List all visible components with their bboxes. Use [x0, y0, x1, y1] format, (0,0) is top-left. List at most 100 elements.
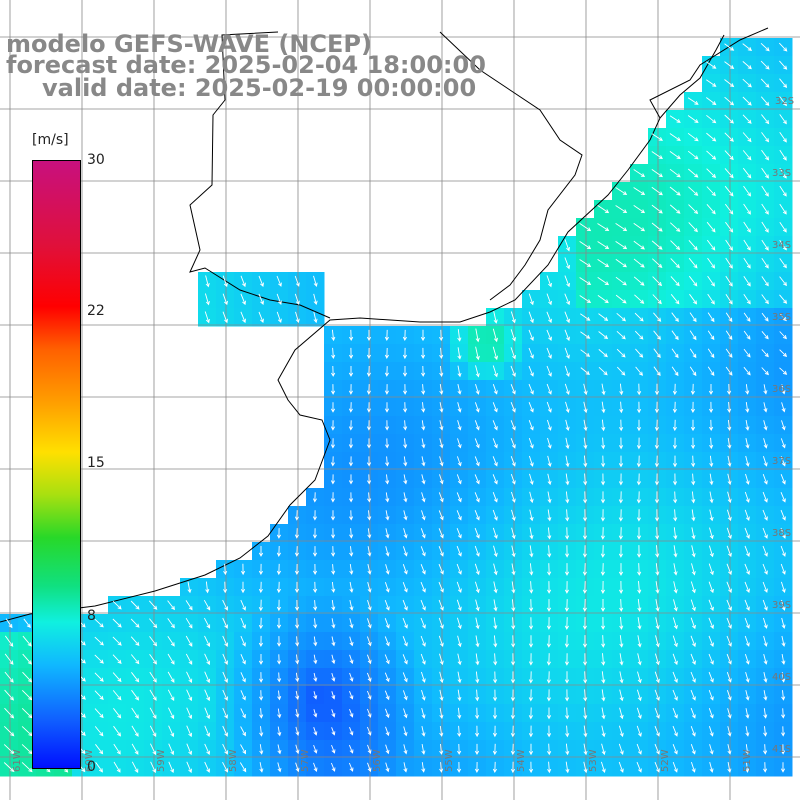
wind-arrow: [348, 384, 353, 395]
wind-arrow: [651, 222, 663, 232]
wind-arrow: [149, 743, 157, 756]
wind-arrow: [779, 78, 788, 89]
wind-arrow: [687, 115, 699, 124]
wind-arrow: [672, 455, 678, 468]
wind-arrow: [582, 527, 588, 540]
wind-arrow: [313, 654, 318, 665]
wind-arrow: [331, 600, 336, 611]
wind-arrow: [528, 707, 533, 720]
wind-arrow: [597, 295, 609, 304]
wind-arrow: [762, 456, 768, 467]
wind-arrow: [726, 527, 732, 540]
wind-arrow: [492, 456, 498, 467]
wind-arrow: [779, 185, 787, 197]
lon-label: 53W: [588, 749, 599, 772]
wind-arrow: [384, 690, 390, 701]
wind-arrow: [529, 617, 534, 630]
wind-arrow: [600, 761, 606, 773]
wind-arrow: [457, 743, 462, 755]
wind-arrow: [349, 510, 354, 521]
wind-arrow: [709, 401, 714, 414]
wind-arrow: [727, 419, 732, 431]
wind-arrow: [637, 617, 642, 630]
wind-arrow: [240, 672, 246, 683]
wind-arrow: [295, 618, 300, 629]
wind-arrow: [222, 743, 229, 755]
wind-arrow: [331, 654, 336, 665]
wind-arrow: [707, 257, 716, 269]
wind-arrow: [546, 329, 552, 341]
wind-arrow: [707, 348, 715, 359]
wind-arrow: [366, 384, 371, 395]
wind-arrow: [23, 618, 31, 628]
wind-arrow: [636, 743, 642, 755]
wind-arrow: [761, 239, 769, 251]
wind-arrow: [131, 689, 140, 701]
wind-arrow: [149, 653, 157, 665]
latitude-labels: 32S 33S 34S 35S 36S 37S 38S 39S 40S 41S: [772, 96, 794, 755]
wind-arrow: [492, 384, 498, 395]
wind-arrow: [366, 456, 372, 467]
wind-arrow: [761, 312, 769, 322]
wind-arrow: [241, 563, 246, 576]
wind-arrow: [547, 725, 552, 738]
wind-arrow: [385, 744, 390, 755]
wind-arrow: [130, 600, 140, 610]
wind-arrow: [636, 761, 642, 773]
wind-arrow: [745, 420, 750, 431]
wind-arrow: [690, 401, 695, 414]
wind-arrow: [600, 527, 605, 540]
wind-arrow: [706, 150, 717, 160]
wind-arrow: [510, 491, 516, 503]
wind-arrow: [493, 563, 498, 576]
wind-arrow: [762, 509, 768, 521]
wind-arrow: [167, 671, 175, 683]
wind-arrow: [492, 420, 498, 431]
wind-arrow: [689, 366, 697, 377]
wind-arrow: [761, 185, 769, 197]
wind-arrow: [367, 528, 372, 539]
wind-arrow: [313, 744, 318, 754]
wind-arrow: [438, 581, 444, 593]
wind-arrow: [112, 618, 122, 628]
wind-arrow: [597, 259, 610, 268]
wind-arrow: [763, 762, 768, 773]
wind-arrow: [708, 726, 714, 737]
wind-arrow: [655, 599, 660, 612]
wind-arrow: [709, 761, 714, 773]
wind-arrow: [688, 240, 698, 251]
wind-arrow: [691, 509, 696, 522]
wind-arrow: [579, 295, 592, 304]
wind-arrow: [294, 563, 299, 575]
wind-arrow: [240, 599, 246, 611]
wind-arrow: [457, 725, 462, 738]
wind-arrow: [510, 347, 516, 360]
wind-arrow: [725, 312, 733, 323]
wind-arrow: [616, 348, 626, 358]
wind-arrow: [709, 473, 714, 486]
wind-arrow: [707, 312, 715, 323]
wind-arrow: [580, 313, 591, 321]
wind-arrow: [457, 653, 462, 666]
wind-arrow: [546, 311, 552, 324]
wind-arrow: [652, 294, 662, 305]
wind-arrow: [421, 420, 426, 431]
wind-arrow: [691, 545, 696, 558]
wind-arrow: [313, 563, 318, 575]
wind-arrow: [439, 743, 444, 755]
wind-arrow: [706, 114, 717, 124]
wind-arrow: [204, 671, 211, 684]
wind-arrow: [619, 689, 624, 702]
wind-arrow: [707, 293, 715, 305]
wind-arrow: [742, 78, 752, 88]
wind-arrow: [636, 689, 642, 702]
longitude-labels: 61W 60W 59W 58W 57W 56W 55W 54W 53W 52W …: [12, 749, 753, 772]
wind-arrow: [474, 474, 480, 485]
wind-arrow: [688, 275, 698, 287]
wind-arrow: [761, 257, 769, 269]
wind-arrow: [690, 726, 696, 737]
wind-arrow: [402, 599, 408, 611]
wind-arrow: [366, 618, 372, 629]
wind-arrow: [725, 330, 733, 340]
wind-arrow: [564, 275, 571, 288]
